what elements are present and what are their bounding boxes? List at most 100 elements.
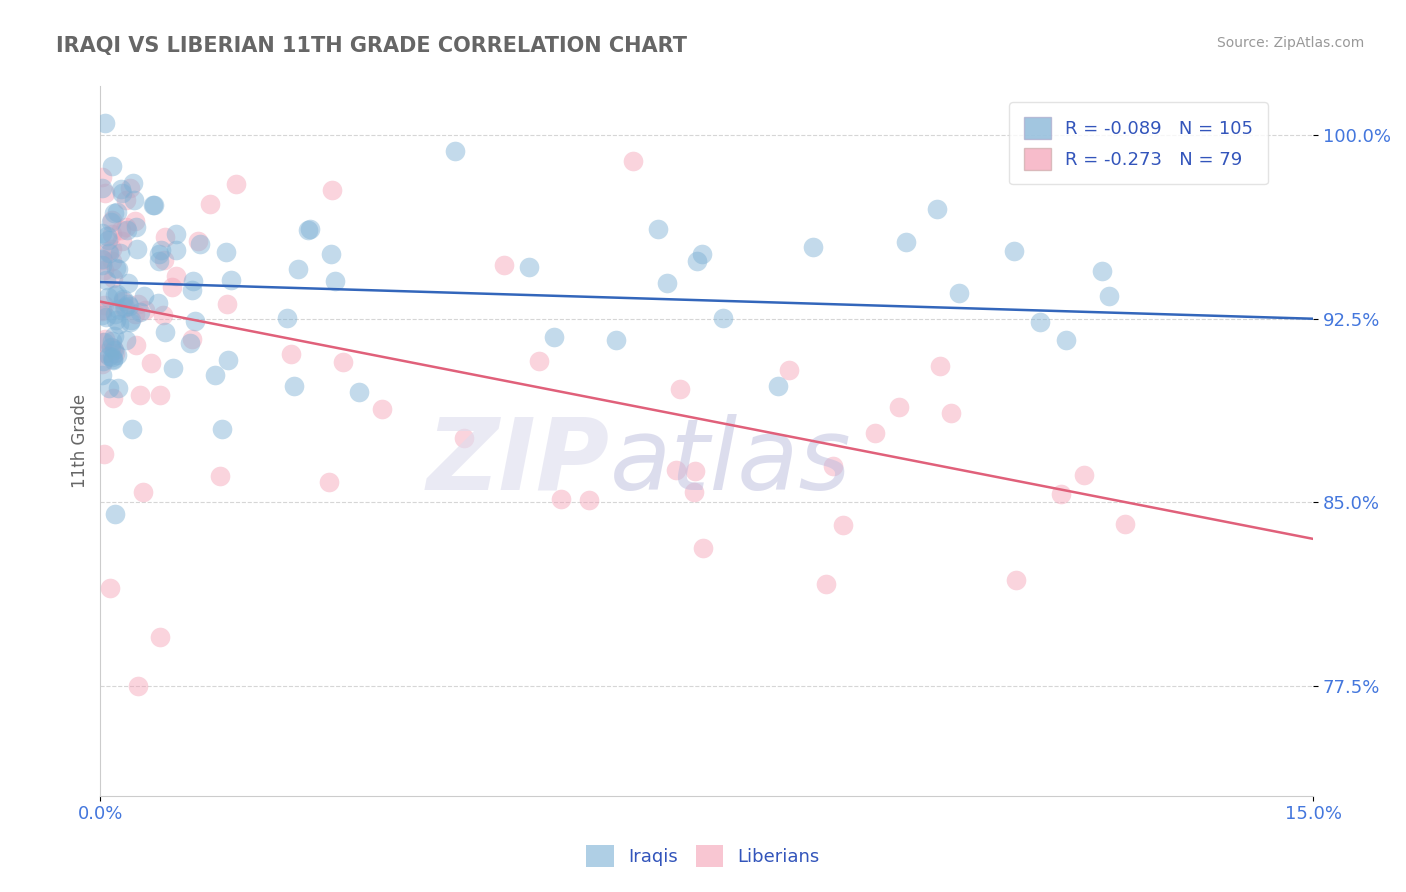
- Point: [100, 159, 122, 173]
- Point: [550, 491, 572, 506]
- Point: [105, 205, 128, 219]
- Point: [319, 247, 342, 261]
- Point: [204, 368, 226, 382]
- Point: [118, 299, 141, 313]
- Point: [1054, 333, 1077, 347]
- Point: [529, 354, 551, 368]
- Point: [97, 289, 120, 303]
- Point: [125, 337, 148, 351]
- Point: [101, 270, 124, 285]
- Point: [149, 243, 172, 257]
- Point: [115, 193, 138, 207]
- Point: [117, 297, 139, 311]
- Point: [1114, 517, 1136, 532]
- Point: [127, 296, 149, 310]
- Point: [165, 227, 187, 242]
- Point: [100, 213, 122, 227]
- Point: [1090, 264, 1112, 278]
- Point: [298, 221, 321, 235]
- Point: [101, 227, 124, 242]
- Point: [332, 355, 354, 369]
- Point: [97, 244, 120, 259]
- Point: [117, 276, 139, 290]
- Point: [91, 227, 114, 241]
- Point: [801, 240, 824, 254]
- Point: [115, 223, 138, 237]
- Point: [94, 186, 117, 200]
- Point: [139, 356, 162, 370]
- Point: [105, 348, 128, 362]
- Point: [152, 308, 174, 322]
- Point: [685, 464, 707, 478]
- Point: [91, 252, 114, 266]
- Point: [108, 246, 131, 260]
- Point: [110, 223, 132, 237]
- Point: [181, 284, 204, 298]
- Point: [621, 153, 644, 168]
- Point: [494, 258, 516, 272]
- Point: [110, 182, 132, 196]
- Point: [98, 581, 121, 595]
- Point: [105, 260, 128, 275]
- Point: [165, 268, 187, 283]
- Point: [103, 352, 125, 367]
- Point: [104, 508, 127, 522]
- Point: [148, 247, 170, 261]
- Point: [160, 280, 183, 294]
- Point: [318, 475, 340, 490]
- Point: [276, 310, 298, 325]
- Point: [143, 198, 166, 212]
- Point: [217, 297, 239, 311]
- Point: [101, 392, 124, 406]
- Point: [91, 308, 114, 322]
- Point: [100, 254, 122, 268]
- Point: [323, 274, 346, 288]
- Point: [1005, 573, 1028, 587]
- Point: [115, 333, 138, 347]
- Point: [1002, 244, 1025, 259]
- Point: [148, 253, 170, 268]
- Point: [187, 234, 209, 248]
- Point: [517, 260, 540, 274]
- Point: [94, 346, 117, 360]
- Point: [122, 177, 145, 191]
- Point: [686, 254, 709, 268]
- Point: [91, 357, 114, 371]
- Point: [101, 350, 124, 364]
- Point: [91, 303, 114, 318]
- Point: [94, 332, 117, 346]
- Point: [453, 431, 475, 445]
- Point: [125, 219, 148, 234]
- Point: [120, 315, 142, 329]
- Point: [181, 274, 204, 288]
- Point: [128, 304, 150, 318]
- Point: [349, 384, 371, 399]
- Point: [91, 180, 114, 194]
- Point: [927, 202, 949, 216]
- Point: [142, 198, 165, 212]
- Point: [103, 329, 125, 343]
- Point: [215, 244, 238, 259]
- Point: [104, 346, 127, 360]
- Point: [655, 277, 678, 291]
- Point: [129, 387, 152, 401]
- Point: [543, 329, 565, 343]
- Point: [155, 230, 177, 244]
- Point: [153, 253, 176, 268]
- Point: [127, 679, 149, 693]
- Point: [100, 242, 122, 256]
- Point: [690, 247, 713, 261]
- Point: [287, 261, 309, 276]
- Point: [112, 301, 135, 315]
- Point: [103, 342, 125, 356]
- Point: [371, 402, 394, 417]
- Text: atlas: atlas: [610, 414, 852, 511]
- Point: [91, 258, 114, 272]
- Point: [1029, 315, 1052, 329]
- Point: [217, 352, 239, 367]
- Point: [887, 400, 910, 414]
- Point: [107, 302, 129, 317]
- Point: [766, 378, 789, 392]
- Point: [179, 335, 201, 350]
- Point: [111, 234, 134, 248]
